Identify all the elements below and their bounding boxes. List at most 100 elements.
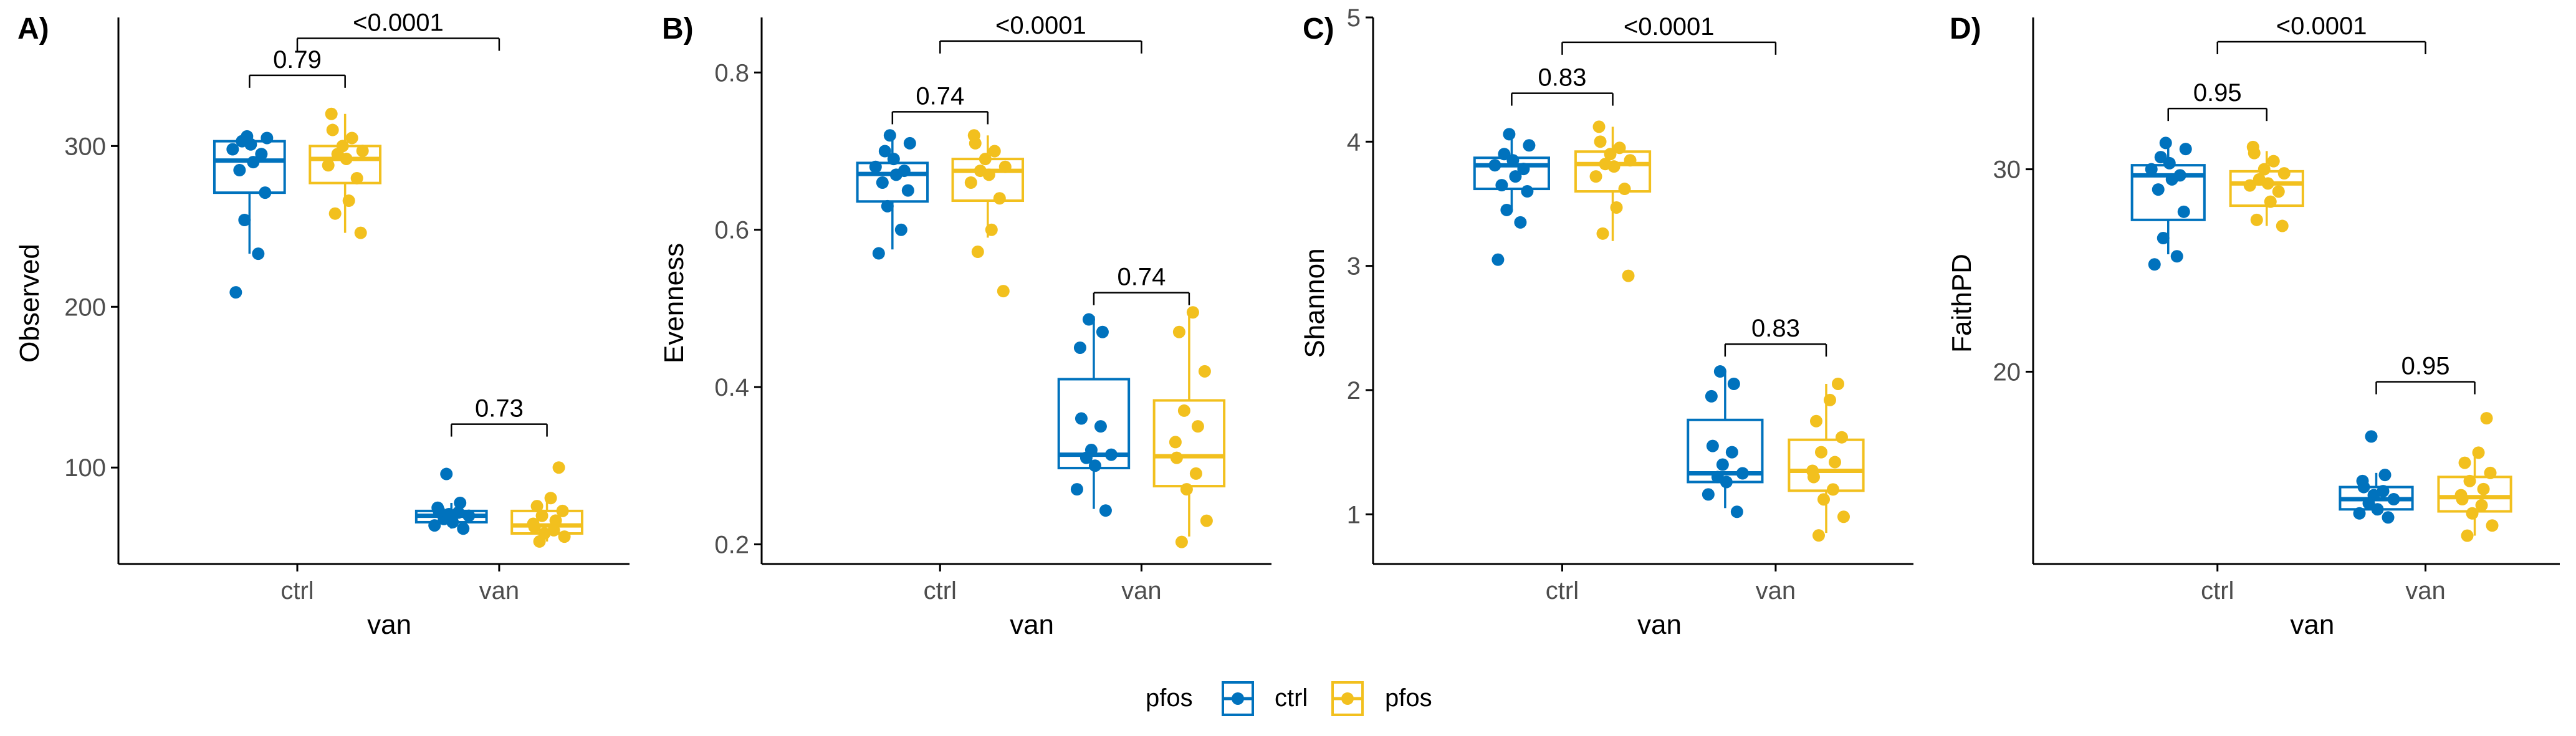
data-point [988,145,1001,158]
p-value-label: 0.95 [2401,353,2450,380]
panel-tag: D) [1950,12,1981,45]
data-point [2246,140,2259,153]
data-point [878,145,891,158]
p-value-label: 0.83 [1751,315,1800,342]
data-point [535,509,548,522]
data-point [1517,163,1530,176]
comparison-bracket: <0.0001 [2216,12,2426,54]
data-point [1589,170,1602,183]
data-point [1596,227,1609,240]
comparison-bracket: 0.95 [2375,353,2476,394]
data-point [2148,258,2161,271]
comparison-bracket: 0.79 [249,46,346,88]
x-axis-title: van [1637,609,1682,640]
data-point [2243,179,2256,192]
data-point [2365,430,2378,443]
box-ctrl-ctrl [213,130,286,299]
data-point [1491,253,1505,266]
data-point [1835,431,1848,444]
data-point [326,123,339,136]
data-point [229,286,242,299]
y-axis-title: FaithPD [1946,254,1977,353]
data-point [1592,120,1606,133]
data-point [255,148,268,161]
data-point [1198,365,1211,378]
data-point [883,129,896,142]
data-point [1812,529,1825,542]
data-point [1085,444,1098,457]
data-point [1814,446,1827,459]
data-point [1172,325,1185,338]
data-point [1177,404,1190,417]
data-point [1189,467,1202,480]
data-point [1075,412,1088,425]
data-point [431,501,444,514]
data-point [2276,219,2289,232]
data-point [2157,232,2170,245]
box-van-pfos [1152,306,1226,548]
data-point [1706,439,1719,452]
data-point [1200,514,1213,527]
y-tick-label: 0.8 [714,59,749,87]
comparison-bracket: 0.95 [2167,79,2268,122]
data-point [1498,148,1511,161]
y-tick-label: 300 [64,133,106,160]
data-point [1509,170,1522,183]
data-point [2367,489,2380,502]
data-point [552,461,565,474]
data-point [1104,448,1118,461]
box-iqr [1788,438,1865,492]
data-point [2371,503,2384,516]
data-point [1604,148,1617,161]
data-point [342,194,355,208]
data-point [1610,201,1623,214]
data-point [1828,456,1841,469]
data-point [538,527,551,540]
data-point [2267,155,2280,168]
data-point [964,176,977,189]
data-point [2159,136,2172,150]
data-point [345,131,358,145]
data-point [1186,306,1199,319]
data-point [2461,529,2474,542]
data-point [1622,269,1635,282]
data-point [454,496,467,509]
data-point [252,247,265,260]
data-point [2454,489,2468,502]
data-point [1826,483,1839,496]
box-ctrl-pfos [309,107,382,239]
data-point [1618,183,1631,196]
legend-label-pfos: pfos [1385,684,1432,712]
data-point [1500,203,1513,216]
legend-key-pfos [1331,681,1364,716]
data-point [1837,510,1850,523]
data-point [233,164,246,177]
data-point [226,143,239,156]
data-point [328,207,342,220]
box-van-ctrl [1687,365,1764,519]
comparison-bracket: 0.74 [891,82,989,125]
y-tick-label: 0.6 [714,217,749,244]
p-value-label: 0.74 [916,82,964,110]
data-point [898,165,911,178]
box-ctrl-ctrl [856,129,929,260]
data-point [1070,483,1083,496]
y-tick-label: 0.4 [714,374,749,401]
data-point [547,523,560,537]
data-point [985,223,998,236]
data-point [2486,519,2499,532]
p-value-label: 0.95 [2193,79,2242,107]
data-point [1514,216,1527,229]
y-tick-label: 100 [64,454,106,482]
x-tick-label: van [479,577,520,605]
y-tick-label: 4 [1347,128,1361,156]
box-van-pfos [2437,412,2512,542]
data-point [2277,167,2291,180]
box-ctrl-pfos [2229,140,2304,232]
box-ctrl-ctrl [1473,128,1550,266]
legend-title: pfos [1146,684,1193,712]
data-point [2179,143,2192,156]
data-point [462,509,476,522]
p-value-label: <0.0001 [353,9,444,37]
